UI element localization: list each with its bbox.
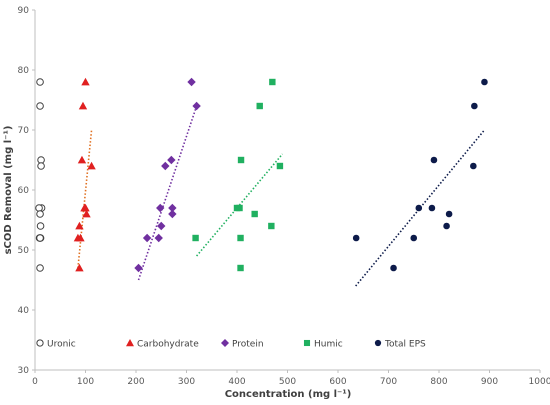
- legend-marker-carbohydrate: [126, 339, 134, 347]
- trendline-carbohydrate: [77, 129, 93, 269]
- y-tick-label: 40: [18, 306, 30, 316]
- legend-item-carbohydrate: Carbohydrate: [126, 339, 199, 350]
- point-total-eps: [390, 264, 397, 272]
- y-tick-label: 50: [18, 246, 30, 256]
- x-tick-label: 300: [178, 377, 195, 387]
- point-humic: [237, 234, 244, 242]
- legend-item-total-eps: Total EPS: [374, 339, 426, 350]
- legend-item-protein: Protein: [221, 339, 264, 350]
- legend-item-uronic: Uronic: [36, 339, 76, 350]
- legend: Uronic Carbohydrate Protein Humic Total EPS: [36, 339, 426, 350]
- point-humic: [256, 102, 263, 110]
- point-uronic: [37, 162, 45, 170]
- y-tick-label: 60: [18, 186, 30, 196]
- legend-marker-protein: [221, 339, 229, 347]
- point-uronic: [36, 102, 44, 110]
- point-total-eps: [352, 234, 360, 242]
- x-tick-label: 500: [279, 377, 296, 387]
- point-carbohydrate: [87, 161, 96, 170]
- point-humic: [276, 162, 284, 170]
- point-protein: [142, 233, 152, 243]
- point-carbohydrate: [77, 155, 87, 164]
- point-total-eps: [471, 102, 478, 110]
- series-protein: [134, 77, 201, 273]
- point-protein: [156, 203, 165, 213]
- legend-label-carbohydrate: Carbohydrate: [137, 340, 199, 350]
- point-total-eps: [410, 234, 418, 242]
- series-total-eps: [352, 78, 488, 272]
- point-humic: [269, 78, 276, 86]
- legend-label-uronic: Uronic: [47, 340, 76, 350]
- data-points: [35, 77, 488, 273]
- trendline-protein: [137, 105, 198, 281]
- y-axis-title: sCOD Removal (mg l⁻¹): [3, 126, 14, 255]
- legend-marker-total-eps: [374, 339, 382, 347]
- point-protein: [167, 155, 176, 165]
- point-uronic: [36, 234, 44, 242]
- point-uronic: [36, 78, 44, 86]
- point-protein: [168, 209, 177, 219]
- point-carbohydrate: [78, 101, 88, 110]
- legend-label-total-eps: Total EPS: [384, 340, 426, 350]
- point-protein: [187, 77, 196, 87]
- point-protein: [157, 221, 166, 231]
- point-total-eps: [481, 78, 488, 86]
- point-total-eps: [443, 222, 450, 230]
- legend-marker-uronic: [36, 339, 44, 347]
- point-carbohydrate: [81, 77, 90, 86]
- point-carbohydrate: [82, 209, 91, 218]
- x-tick-label: 1000: [529, 377, 550, 387]
- point-carbohydrate: [75, 263, 84, 272]
- point-carbohydrate: [75, 221, 84, 230]
- x-tick-label: 400: [228, 377, 245, 387]
- point-humic: [268, 222, 275, 230]
- point-carbohydrate: [76, 233, 85, 242]
- point-protein: [134, 263, 143, 273]
- x-axis-title: Concentration (mg l⁻¹): [225, 389, 352, 400]
- series-carbohydrate: [73, 77, 96, 272]
- point-total-eps: [470, 162, 477, 170]
- x-tick-label: 200: [127, 377, 144, 387]
- y-tick-label: 80: [18, 66, 30, 76]
- series-uronic: [35, 78, 46, 272]
- point-protein: [161, 161, 170, 171]
- x-tick-label: 100: [77, 377, 94, 387]
- legend-label-humic: Humic: [314, 340, 343, 350]
- point-uronic: [36, 210, 44, 218]
- x-tick-label: 0: [32, 377, 38, 387]
- legend-label-protein: Protein: [232, 340, 264, 350]
- x-tick-label: 600: [329, 377, 346, 387]
- y-tick-label: 30: [18, 366, 30, 376]
- point-humic: [236, 204, 243, 212]
- point-humic: [251, 210, 258, 218]
- trendline-total-eps: [355, 129, 486, 287]
- legend-marker-humic: [303, 339, 311, 347]
- point-protein: [192, 101, 201, 111]
- point-total-eps: [415, 204, 423, 212]
- point-uronic: [36, 264, 44, 272]
- point-uronic: [36, 222, 45, 230]
- legend-item-humic: Humic: [303, 339, 343, 350]
- point-humic: [192, 234, 199, 242]
- point-humic: [237, 264, 244, 272]
- x-tick-label: 900: [481, 377, 498, 387]
- point-humic: [237, 156, 245, 164]
- point-total-eps: [445, 210, 453, 218]
- point-protein: [168, 203, 177, 213]
- series-humic: [192, 78, 284, 272]
- point-uronic: [35, 204, 43, 212]
- point-total-eps: [428, 204, 436, 212]
- x-tick-label: 700: [380, 377, 397, 387]
- y-tick-label: 90: [18, 6, 30, 16]
- point-protein: [154, 233, 163, 243]
- x-tick-label: 800: [430, 377, 447, 387]
- y-tick-label: 70: [18, 126, 30, 136]
- point-carbohydrate: [81, 203, 90, 212]
- point-total-eps: [430, 156, 438, 164]
